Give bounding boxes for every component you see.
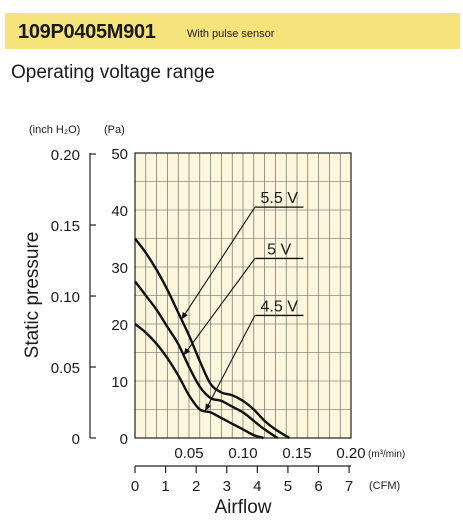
series-line [134, 280, 279, 440]
x-axis-label: Airflow [214, 497, 271, 518]
x-tick-label-m3min: 0.15 [282, 445, 311, 462]
series-label: 5 V [267, 241, 291, 258]
pa-tick-label: 50 [111, 146, 128, 163]
x-tick-label-cfm: 2 [192, 478, 200, 495]
model-number: 109P0405M901 [18, 21, 156, 43]
x-tick-label-cfm: 7 [345, 478, 353, 495]
pa-tick-label: 40 [111, 203, 128, 220]
x-tick-label-cfm: 1 [161, 478, 169, 495]
x-unit-metric: (m³/min) [368, 449, 405, 460]
series-line [134, 237, 291, 440]
x-tick-label-cfm: 6 [314, 478, 322, 495]
x-tick-label-cfm: 0 [131, 478, 139, 495]
inch-tick-label: 0.10 [51, 289, 80, 306]
x-tick-label-m3min: 0.20 [336, 445, 365, 462]
inch-tick-label: 0.20 [51, 147, 80, 164]
header-bar [5, 13, 460, 49]
inch-tick-label: 0.05 [51, 360, 80, 377]
model-note: With pulse sensor [187, 28, 275, 40]
right-axis-unit: (Pa) [104, 124, 125, 136]
x-tick-label-m3min: 0.10 [228, 445, 257, 462]
callout-leader [204, 315, 256, 412]
x-tick-label-cfm: 5 [284, 478, 292, 495]
series-label: 5.5 V [261, 190, 299, 207]
left-axis-unit: (inch H₂O) [29, 124, 80, 136]
pa-tick-label: 10 [111, 374, 128, 391]
pa-tick-label: 30 [111, 260, 128, 277]
inch-tick-label: 0 [72, 431, 80, 448]
pa-tick-label: 0 [120, 431, 128, 448]
x-tick-label-m3min: 0.05 [174, 445, 203, 462]
x-tick-label-cfm: 3 [223, 478, 231, 495]
series-line [134, 323, 264, 440]
callout-leader [183, 258, 256, 356]
plot-frame [134, 152, 352, 439]
series-layer: 5.5 V 5 V 4.5 V [134, 190, 304, 440]
x-tick-label-cfm: 4 [253, 478, 261, 495]
callout-arrowhead [181, 311, 188, 320]
callout-arrowhead [183, 347, 191, 356]
gridlines [135, 153, 351, 438]
callout-leader [180, 206, 256, 320]
x-unit-imperial: (CFM) [369, 480, 400, 492]
callout-arrowhead [205, 403, 212, 411]
pa-tick-label: 20 [111, 317, 128, 334]
inch-tick-label: 0.15 [51, 218, 80, 235]
y-axis-label: Static pressure [22, 232, 43, 359]
chart-subtitle: Operating voltage range [11, 62, 215, 83]
series-label: 4.5 V [261, 298, 299, 315]
